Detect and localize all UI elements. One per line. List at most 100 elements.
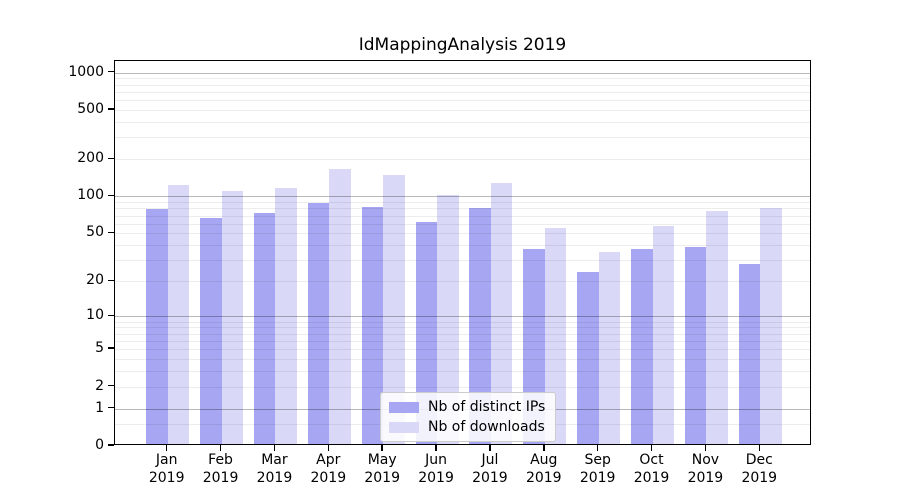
x-tick-mark [327,445,330,451]
gridline-90 [115,202,810,204]
gridline-700 [115,91,810,93]
y-tick-mark [108,279,114,282]
x-tick-mark [650,445,653,451]
bar-ips-may [361,207,384,444]
bar-ips-feb [200,218,222,444]
gridline-200 [115,159,810,161]
y-tick-label: 5 [95,340,104,357]
gridline-600 [115,100,810,102]
x-tick-mark [489,445,491,451]
bar-downloads-oct [652,226,675,444]
x-tick-label-nov: Nov 2019 [687,452,724,486]
x-tick-mark [704,445,707,451]
bar-ips-jun [415,221,438,444]
y-tick-label: 10 [86,307,104,324]
bar-downloads-feb [221,190,244,444]
y-tick-label: 1000 [68,63,104,80]
plot-area: Nb of distinct IPs Nb of downloads [114,60,811,445]
y-tick-label: 20 [86,272,104,289]
gridline-8 [115,327,810,329]
bar-ips-jul [469,207,491,444]
y-tick-mark [108,384,114,387]
gridline-10 [115,316,810,318]
bar-ips-apr [307,202,330,444]
x-tick-mark [435,445,437,451]
legend-label: Nb of distinct IPs [428,399,546,415]
bar-ips-dec [738,263,761,444]
y-tick-mark [108,314,114,317]
gridline-60 [115,223,810,225]
gridline-800 [115,84,810,86]
gridline-3 [115,371,810,373]
gridline-4 [115,358,810,360]
y-tick-mark [108,444,114,446]
gridline-9 [115,321,810,323]
bar-downloads-apr [329,169,351,444]
bar-ips-nov [684,247,707,444]
y-tick-mark [108,108,114,110]
bar-ips-sep [577,272,599,444]
y-tick-mark [108,347,114,349]
chart-title: IdMappingAnalysis 2019 [358,35,567,55]
x-tick-mark [165,445,168,451]
gridline-2 [115,386,810,388]
gridline-80 [115,208,810,210]
gridline-7 [115,333,810,335]
x-tick-label-sep: Sep 2019 [579,452,616,486]
y-tick-label: 2 [95,377,104,394]
gridline-70 [115,215,810,217]
bar-ips-mar [253,212,276,444]
x-tick-label-oct: Oct 2019 [633,452,670,486]
bar-downloads-jul [490,183,513,444]
bar-downloads-jun [437,194,459,444]
y-tick-mark [108,70,114,73]
gridline-100 [115,196,810,198]
bar-ips-jan [146,209,168,444]
x-tick-mark [273,445,276,451]
y-tick-label: 200 [77,150,104,167]
gridline-30 [115,260,810,262]
gridline-20 [115,281,810,283]
y-tick-mark [108,231,114,234]
bar-downloads-aug [544,228,567,444]
x-tick-label-feb: Feb 2019 [202,452,239,486]
y-tick-label: 500 [77,100,104,117]
gridline-6 [115,340,810,342]
legend-row: Nb of downloads [389,419,545,435]
legend-label: Nb of downloads [428,419,545,435]
y-tick-label: 1 [95,399,104,416]
legend-row: Nb of distinct IPs [389,399,545,415]
x-tick-mark [758,445,761,451]
bar-downloads-dec [760,207,782,444]
x-tick-mark [596,445,599,451]
bar-downloads-nov [706,210,728,444]
x-tick-label-jan: Jan 2019 [148,452,185,486]
legend-swatch-icon [389,421,419,433]
legend-swatch-icon [389,401,419,413]
x-tick-label-may: May 2019 [364,452,400,486]
y-tick-mark [108,157,114,160]
bar-downloads-mar [275,188,297,444]
x-tick-label-apr: Apr 2019 [310,452,347,486]
bar-downloads-jan [167,184,190,444]
bar-downloads-may [383,174,405,444]
y-tick-label: 0 [95,437,104,453]
y-tick-mark [108,194,114,197]
x-tick-mark [219,445,222,451]
x-tick-mark [381,445,383,451]
y-tick-mark [108,406,114,409]
gridline-300 [115,137,810,139]
x-tick-mark [543,445,545,451]
y-tick-label: 50 [86,224,104,241]
x-tick-label-jun: Jun 2019 [418,452,454,486]
x-tick-label-aug: Aug 2019 [525,452,562,486]
gridline-5 [115,349,810,351]
y-tick-label: 100 [77,187,104,204]
bar-ips-oct [631,248,653,444]
gridline-40 [115,245,810,247]
x-tick-label-dec: Dec 2019 [741,452,778,486]
gridline-500 [115,109,810,111]
gridline-900 [115,78,810,80]
x-tick-label-jul: Jul 2019 [472,452,508,486]
